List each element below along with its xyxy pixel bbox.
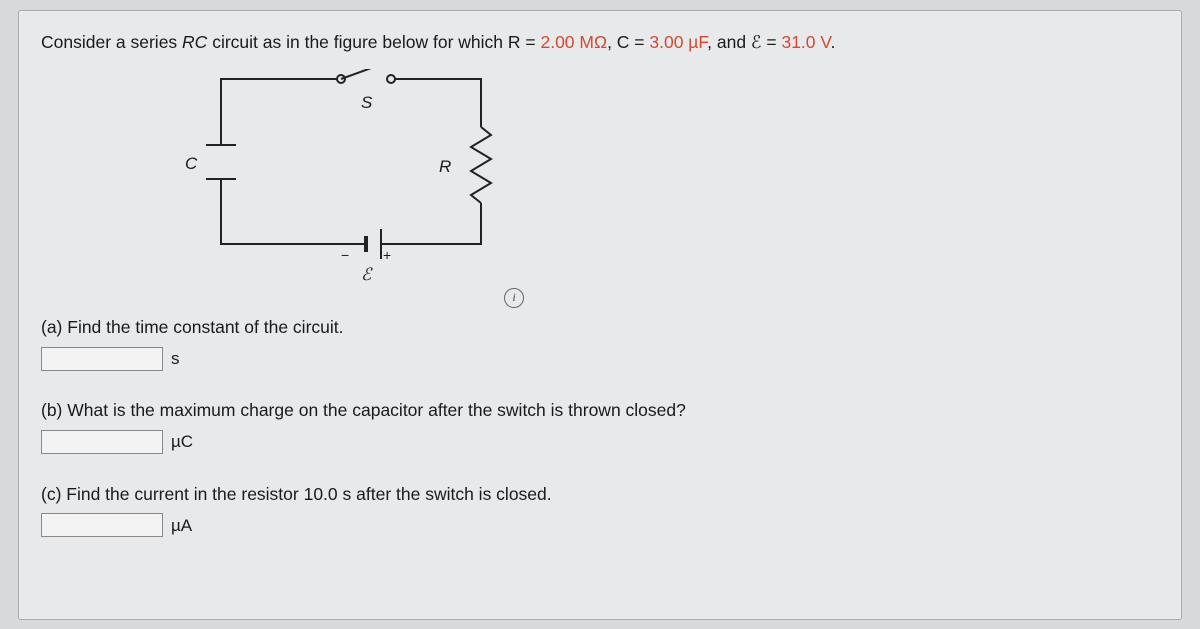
value-R: 2.00 MΩ [540, 32, 607, 52]
unit-c: µA [171, 512, 192, 539]
text: , C = [607, 32, 649, 52]
value-C: 3.00 µF [649, 32, 707, 52]
problem-panel: Consider a series RC circuit as in the f… [18, 10, 1182, 620]
rc-term: RC [182, 32, 207, 52]
info-icon[interactable]: i [504, 288, 524, 308]
circuit-diagram: C S R ℰ − + [161, 69, 521, 289]
label-E: ℰ [361, 265, 371, 285]
text: . [830, 32, 835, 52]
answer-input-b[interactable] [41, 430, 163, 454]
label-minus: − [341, 247, 349, 263]
label-plus: + [383, 247, 391, 263]
value-E: 31.0 V [781, 32, 830, 52]
problem-statement: Consider a series RC circuit as in the f… [41, 29, 1159, 55]
question-c-text: (c) Find the current in the resistor 10.… [41, 484, 552, 504]
text: Consider a series [41, 32, 182, 52]
unit-a: s [171, 345, 180, 372]
answer-input-c[interactable] [41, 513, 163, 537]
label-C: C [185, 154, 197, 174]
question-a: (a) Find the time constant of the circui… [41, 313, 1159, 372]
unit-b: µC [171, 428, 193, 455]
label-S: S [361, 93, 372, 113]
answer-input-a[interactable] [41, 347, 163, 371]
question-c: (c) Find the current in the resistor 10.… [41, 480, 1159, 539]
label-R: R [439, 157, 451, 177]
question-a-text: (a) Find the time constant of the circui… [41, 317, 344, 337]
question-b-text: (b) What is the maximum charge on the ca… [41, 400, 686, 420]
text: circuit as in the figure below for which… [207, 32, 540, 52]
text: , and ℰ = [707, 32, 781, 52]
question-b: (b) What is the maximum charge on the ca… [41, 396, 1159, 455]
